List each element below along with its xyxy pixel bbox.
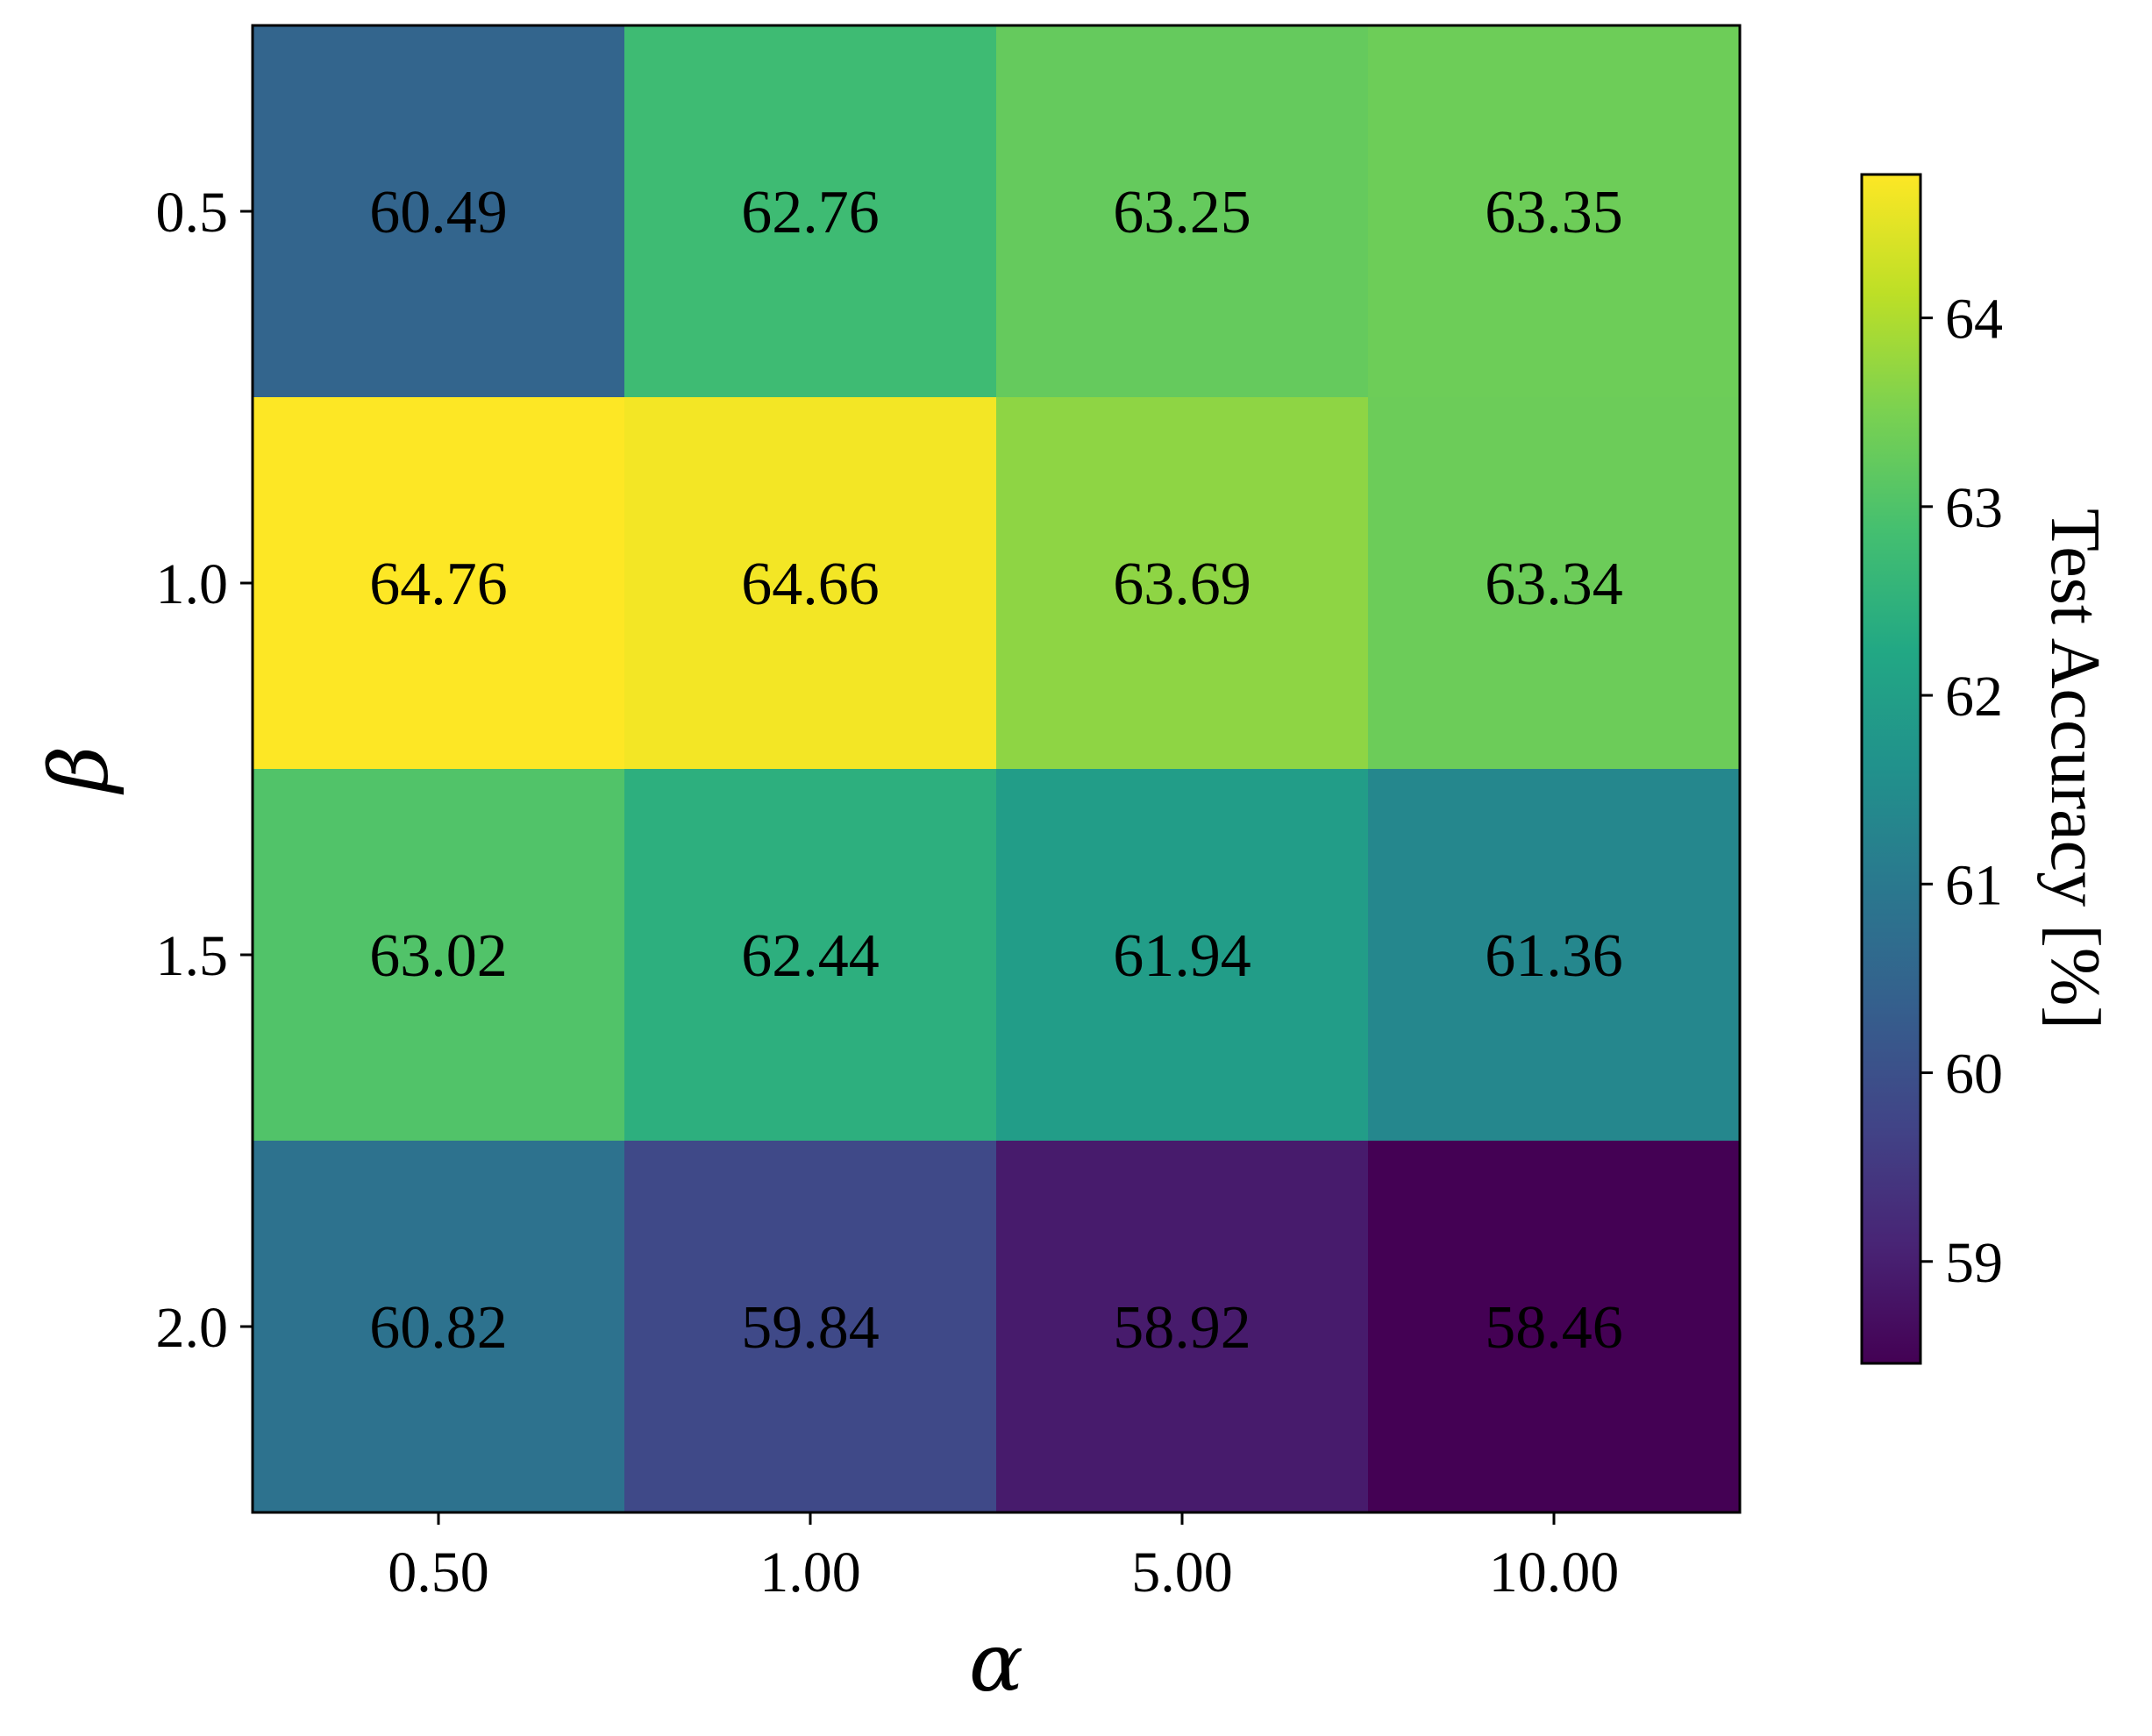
y-tick-label: 0.5 [156, 181, 229, 245]
colorbar-tick-label: 59 [1945, 1231, 2003, 1295]
heatmap-cells: 60.49 62.76 63.25 63.35 64.76 64.66 63.69 63.34… [253, 25, 1741, 1513]
heatmap-cell [253, 1141, 625, 1513]
colorbar [1860, 173, 1922, 1365]
heatmap-cell [624, 25, 997, 398]
heatmap-cell [1368, 25, 1741, 398]
cell-value-label: 64.76 [369, 551, 508, 618]
cell-value-label: 63.02 [369, 922, 508, 990]
cell-value-label: 62.76 [741, 179, 880, 246]
x-tick-label: 1.00 [759, 1540, 861, 1604]
plot-frame [251, 24, 1742, 1514]
cell-value-label: 64.66 [741, 551, 880, 618]
cell-value-label: 63.35 [1485, 179, 1623, 246]
colorbar-tick-label: 61 [1945, 853, 2003, 917]
cell-value-label: 61.94 [1113, 922, 1251, 990]
x-tick-label: 10.00 [1489, 1540, 1620, 1604]
heatmap-cell [253, 25, 625, 398]
x-axis-label: α [969, 1616, 1023, 1710]
y-tick-label: 2.0 [156, 1296, 229, 1360]
heatmap-cell [1368, 1141, 1741, 1513]
heatmap-cell [996, 769, 1369, 1142]
heatmap-cell [624, 397, 997, 770]
heatmap-cell [996, 1141, 1369, 1513]
y-axis-ticks: 0.5 1.0 1.5 2.0 [156, 181, 253, 1360]
cell-value-label: 61.36 [1485, 922, 1623, 990]
colorbar-tick-label: 64 [1945, 288, 2003, 352]
heatmap-cell [624, 1141, 997, 1513]
y-tick-label: 1.5 [156, 924, 229, 988]
cell-value-label: 60.82 [369, 1294, 508, 1362]
colorbar-tick-label: 63 [1945, 476, 2003, 540]
cell-value-label: 60.49 [369, 179, 508, 246]
colorbar-ticks: 59 60 61 62 63 64 [1920, 288, 2003, 1295]
x-tick-label: 5.00 [1131, 1540, 1233, 1604]
cell-value-label: 62.44 [741, 922, 880, 990]
heatmap-cell [253, 769, 625, 1142]
colorbar-tick-label: 62 [1945, 665, 2003, 729]
cell-value-label: 63.25 [1113, 179, 1251, 246]
heatmap-cell [624, 769, 997, 1142]
colorbar-label: Test Accuracy [%] [2036, 509, 2113, 1029]
cell-value-label: 58.46 [1485, 1294, 1623, 1362]
x-tick-label: 0.50 [388, 1540, 489, 1604]
cell-value-label: 59.84 [741, 1294, 880, 1362]
colorbar-tick-label: 60 [1945, 1042, 2003, 1106]
cell-value-label: 63.34 [1485, 551, 1623, 618]
y-axis-label: β [32, 745, 126, 794]
y-tick-label: 1.0 [156, 552, 229, 616]
heatmap-cell [253, 397, 625, 770]
heatmap-cell [996, 25, 1369, 398]
heatmap-cell [1368, 397, 1741, 770]
x-axis-ticks: 0.50 1.00 5.00 10.00 [388, 1512, 1619, 1604]
heatmap-cell [1368, 769, 1741, 1142]
cell-value-label: 63.69 [1113, 551, 1251, 618]
cell-value-label: 58.92 [1113, 1294, 1251, 1362]
heatmap-cell [996, 397, 1369, 770]
